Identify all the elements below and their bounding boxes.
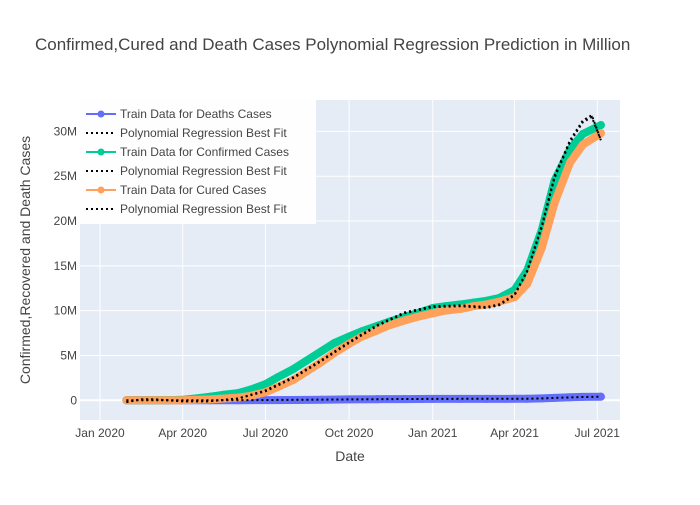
data-point[interactable] bbox=[510, 394, 519, 403]
data-point[interactable] bbox=[413, 312, 422, 321]
data-point[interactable] bbox=[317, 346, 326, 355]
legend-label: Train Data for Deaths Cases bbox=[120, 107, 272, 121]
data-point[interactable] bbox=[428, 309, 437, 318]
y-tick-label: 5M bbox=[60, 348, 77, 362]
data-point[interactable] bbox=[578, 140, 587, 149]
y-tick-label: 10M bbox=[54, 304, 77, 318]
data-point[interactable] bbox=[441, 306, 450, 315]
x-tick-label: Jul 2020 bbox=[243, 426, 289, 440]
x-axis-ticks: Jan 2020 Apr 2020 Jul 2020 Oct 2020 Jan 2021… bbox=[75, 426, 620, 440]
legend-label: Train Data for Confirmed Cases bbox=[120, 145, 289, 159]
data-point[interactable] bbox=[289, 395, 298, 404]
data-point[interactable] bbox=[400, 395, 409, 404]
y-tick-label: 25M bbox=[54, 169, 77, 183]
legend-label: Polynomial Regression Best Fit bbox=[120, 164, 287, 178]
legend-item[interactable]: Train Data for Confirmed Cases bbox=[86, 145, 289, 159]
regression-fit-line-1[interactable] bbox=[126, 395, 601, 402]
data-point[interactable] bbox=[302, 356, 311, 365]
series-layer bbox=[122, 113, 605, 405]
legend-item[interactable]: Train Data for Cured Cases bbox=[86, 183, 266, 197]
legend-background bbox=[80, 100, 316, 224]
y-tick-label: 30M bbox=[54, 124, 77, 138]
data-point[interactable] bbox=[596, 121, 605, 130]
data-point[interactable] bbox=[566, 393, 574, 402]
data-point[interactable] bbox=[510, 293, 519, 302]
legend-item[interactable]: Polynomial Regression Best Fit bbox=[86, 126, 287, 140]
data-point[interactable] bbox=[330, 348, 339, 357]
y-tick-label: 15M bbox=[54, 259, 77, 273]
data-point[interactable] bbox=[550, 393, 559, 402]
legend-label: Train Data for Cured Cases bbox=[120, 183, 266, 197]
data-point[interactable] bbox=[261, 396, 270, 405]
data-point[interactable] bbox=[302, 367, 311, 376]
data-point[interactable] bbox=[261, 380, 270, 389]
series-train-data-for-cured-cases[interactable] bbox=[122, 129, 605, 405]
data-point[interactable] bbox=[274, 372, 283, 381]
x-tick-label: Jan 2020 bbox=[75, 426, 125, 440]
data-point[interactable] bbox=[122, 396, 131, 405]
legend[interactable]: Train Data for Deaths Cases Polynomial Re… bbox=[80, 100, 316, 224]
data-point[interactable] bbox=[289, 364, 298, 373]
data-point[interactable] bbox=[136, 396, 145, 405]
data-point[interactable] bbox=[400, 316, 409, 325]
data-point[interactable] bbox=[523, 279, 532, 288]
data-point[interactable] bbox=[482, 394, 491, 403]
y-tick-label: 0 bbox=[70, 393, 77, 407]
chart-title: Confirmed,Cured and Death Cases Polynomi… bbox=[35, 35, 630, 54]
legend-label: Polynomial Regression Best Fit bbox=[120, 202, 287, 216]
data-point[interactable] bbox=[373, 326, 382, 335]
legend-label: Polynomial Regression Best Fit bbox=[120, 126, 287, 140]
data-point[interactable] bbox=[150, 396, 159, 405]
data-point[interactable] bbox=[386, 320, 394, 329]
y-axis-ticks: 0 5M 10M 15M 20M 25M 30M bbox=[54, 124, 78, 407]
x-tick-label: Jan 2021 bbox=[408, 426, 458, 440]
data-point[interactable] bbox=[566, 158, 574, 167]
x-axis-title: Date bbox=[335, 448, 365, 464]
x-tick-label: Jul 2021 bbox=[575, 426, 621, 440]
legend-item[interactable]: Polynomial Regression Best Fit bbox=[86, 202, 287, 216]
legend-marker bbox=[97, 148, 105, 156]
legend-marker bbox=[97, 186, 105, 194]
x-tick-label: Apr 2020 bbox=[158, 426, 207, 440]
y-tick-label: 20M bbox=[54, 214, 77, 228]
data-point[interactable] bbox=[330, 338, 339, 347]
y-axis-title: Confirmed,Recovered and Death Cases bbox=[17, 136, 33, 384]
data-point[interactable] bbox=[537, 243, 546, 252]
legend-item[interactable]: Train Data for Deaths Cases bbox=[86, 107, 272, 121]
data-point[interactable] bbox=[495, 297, 504, 306]
legend-marker bbox=[97, 110, 105, 118]
data-point[interactable] bbox=[456, 394, 465, 403]
data-point[interactable] bbox=[550, 199, 559, 208]
x-tick-label: Apr 2021 bbox=[490, 426, 539, 440]
regression-fit-line-3[interactable] bbox=[126, 115, 602, 404]
x-tick-label: Oct 2020 bbox=[325, 426, 374, 440]
legend-item[interactable]: Polynomial Regression Best Fit bbox=[86, 164, 287, 178]
data-point[interactable] bbox=[345, 395, 354, 404]
data-point[interactable] bbox=[596, 392, 605, 401]
data-point[interactable] bbox=[578, 130, 587, 139]
data-point[interactable] bbox=[289, 375, 298, 384]
